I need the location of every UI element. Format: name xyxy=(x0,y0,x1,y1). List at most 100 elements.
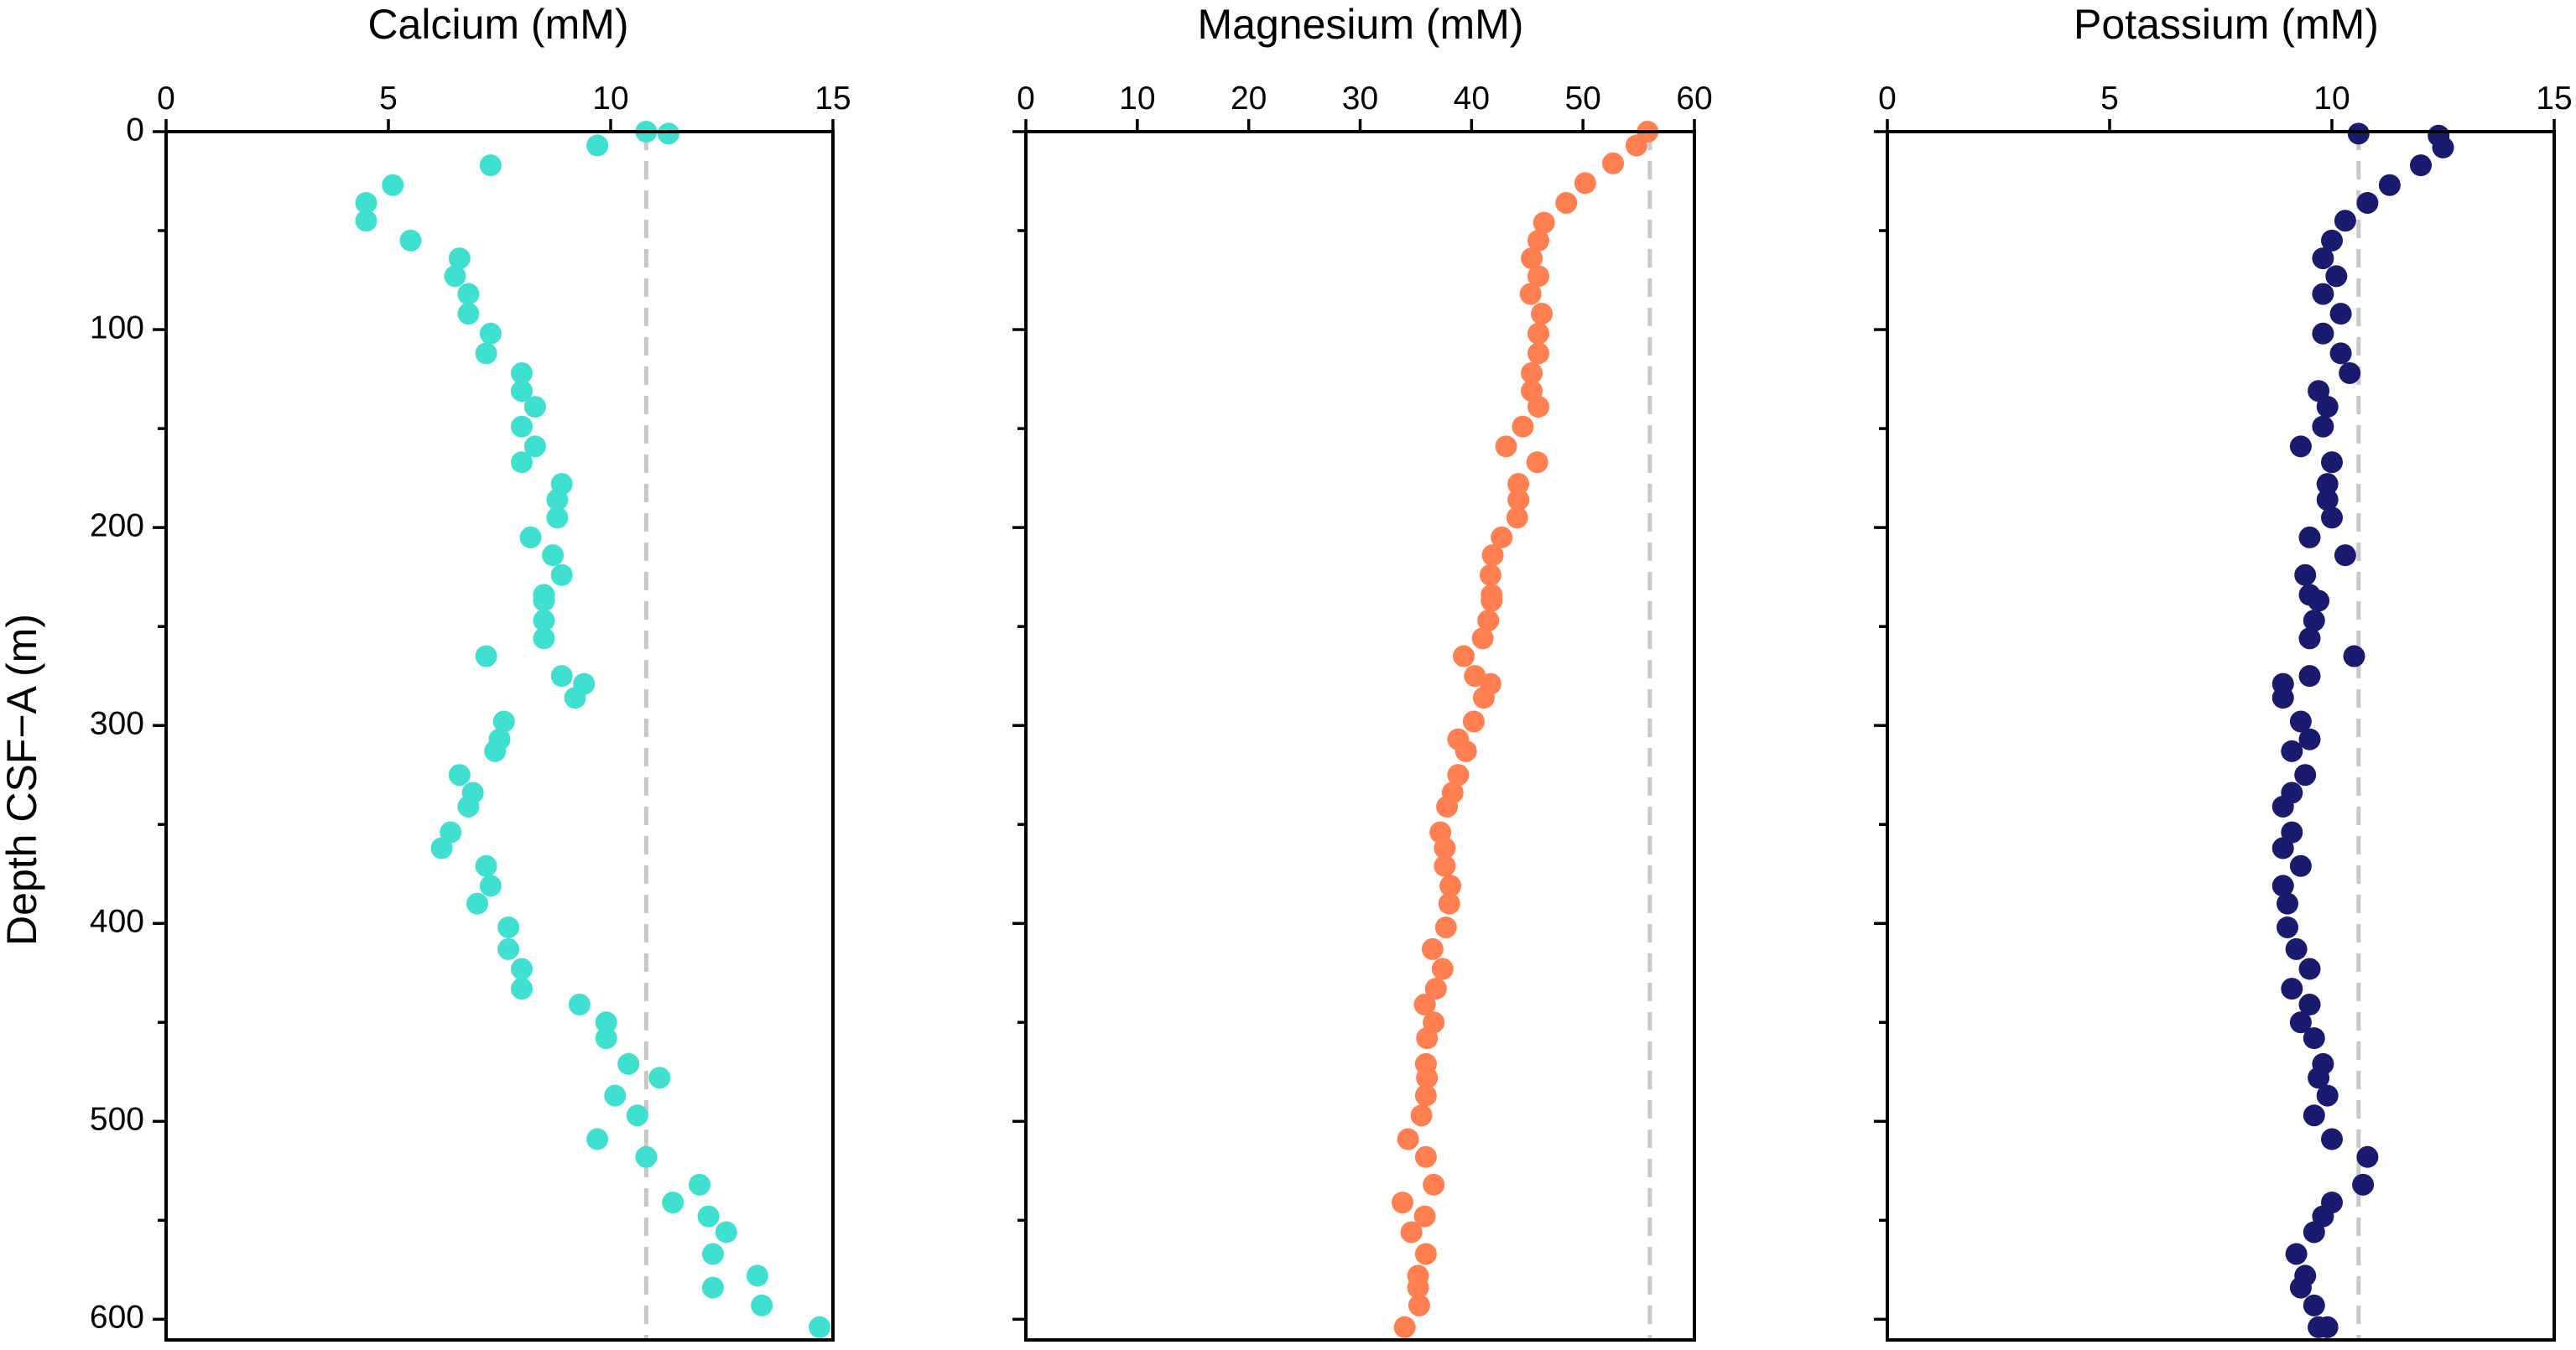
data-point-magnesium xyxy=(1408,1294,1430,1316)
data-point-potassium xyxy=(2329,342,2352,365)
data-point-calcium xyxy=(604,1084,627,1107)
data-point-calcium xyxy=(497,937,520,960)
data-point-potassium xyxy=(2329,303,2352,325)
panel-title-potassium: Potassium (mM) xyxy=(2074,1,2379,48)
data-point-calcium xyxy=(542,544,565,567)
data-point-magnesium xyxy=(1527,229,1550,252)
data-point-calcium xyxy=(595,1027,617,1050)
data-point-magnesium xyxy=(1472,687,1495,709)
data-point-calcium xyxy=(595,1011,617,1034)
data-point-potassium xyxy=(2289,854,2312,877)
data-point-magnesium xyxy=(1455,740,1477,762)
data-point-potassium xyxy=(2356,191,2379,214)
x-tick-label-magnesium: 40 xyxy=(1454,80,1490,117)
data-point-potassium xyxy=(2285,937,2308,960)
x-tick-label-calcium: 10 xyxy=(592,80,628,117)
data-point-magnesium xyxy=(1479,563,1501,586)
data-point-potassium xyxy=(2321,1128,2343,1150)
data-point-magnesium xyxy=(1414,1084,1437,1107)
data-point-magnesium xyxy=(1602,152,1625,174)
data-point-magnesium xyxy=(1413,994,1436,1016)
data-point-potassium xyxy=(2321,506,2343,529)
data-point-magnesium xyxy=(1481,589,1503,612)
x-tick-label-potassium: 10 xyxy=(2313,80,2350,117)
data-point-potassium xyxy=(2281,821,2303,844)
y-tick-label: 400 xyxy=(90,904,144,940)
data-point-potassium xyxy=(2289,710,2312,733)
data-point-magnesium xyxy=(1424,978,1447,1000)
data-point-calcium xyxy=(550,665,573,688)
data-point-calcium xyxy=(626,1104,648,1127)
data-point-potassium xyxy=(2281,740,2303,762)
data-point-potassium xyxy=(2272,795,2294,818)
plot-frame-calcium xyxy=(164,130,835,1342)
data-point-calcium xyxy=(533,610,555,632)
data-point-potassium xyxy=(2432,136,2454,158)
data-point-calcium xyxy=(550,563,573,586)
data-point-calcium xyxy=(479,322,502,345)
data-point-calcium xyxy=(519,526,542,548)
data-point-magnesium xyxy=(1527,396,1550,418)
data-point-calcium xyxy=(662,1192,684,1214)
data-point-calcium xyxy=(564,687,586,709)
data-point-calcium xyxy=(475,645,497,667)
data-point-magnesium xyxy=(1477,610,1500,632)
panel-magnesium: Magnesium (mM) 0 10 20 30 40 50 60 xyxy=(1012,1,1713,1342)
data-point-magnesium xyxy=(1434,916,1457,938)
data-point-potassium xyxy=(2272,875,2294,897)
data-point-calcium xyxy=(715,1221,737,1244)
data-point-magnesium xyxy=(1453,645,1475,667)
data-point-calcium xyxy=(511,361,533,384)
data-point-potassium xyxy=(2298,665,2321,688)
data-point-calcium xyxy=(546,489,569,511)
data-point-calcium xyxy=(701,1276,724,1299)
data-point-magnesium xyxy=(1400,1221,1423,1244)
data-point-magnesium xyxy=(1625,134,1647,157)
data-point-calcium xyxy=(355,210,377,232)
data-point-potassium xyxy=(2378,174,2401,196)
data-point-magnesium xyxy=(1414,1243,1437,1265)
data-point-magnesium xyxy=(1431,958,1454,980)
data-point-potassium xyxy=(2312,1205,2334,1228)
data-point-calcium xyxy=(701,1243,724,1265)
data-point-magnesium xyxy=(1436,795,1459,818)
data-point-potassium xyxy=(2308,1067,2330,1089)
data-point-potassium xyxy=(2347,122,2370,145)
data-point-calcium xyxy=(484,740,507,762)
data-point-potassium xyxy=(2308,380,2330,402)
data-point-calcium xyxy=(457,303,480,325)
data-point-magnesium xyxy=(1521,361,1543,384)
data-point-calcium xyxy=(586,1128,609,1150)
data-point-calcium xyxy=(751,1294,773,1316)
y-tick-label: 100 xyxy=(90,309,144,345)
x-tick-label-magnesium: 20 xyxy=(1231,80,1267,117)
data-point-magnesium xyxy=(1391,1192,1413,1214)
data-point-potassium xyxy=(2303,1221,2325,1244)
data-point-magnesium xyxy=(1439,875,1462,897)
data-point-potassium xyxy=(2312,247,2334,270)
x-tick-label-magnesium: 0 xyxy=(1017,80,1035,117)
data-point-calcium xyxy=(511,415,533,438)
data-point-magnesium xyxy=(1533,211,1555,234)
y-tick-label: 500 xyxy=(90,1102,144,1138)
data-point-magnesium xyxy=(1393,1316,1416,1338)
data-point-calcium xyxy=(635,1145,658,1168)
data-point-calcium xyxy=(444,265,466,288)
data-point-potassium xyxy=(2312,283,2334,305)
data-point-calcium xyxy=(430,837,453,859)
data-point-magnesium xyxy=(1527,265,1550,288)
data-point-potassium xyxy=(2316,1084,2339,1107)
data-point-potassium xyxy=(2356,1145,2379,1168)
data-point-magnesium xyxy=(1574,172,1596,195)
data-point-magnesium xyxy=(1519,283,1542,305)
data-point-calcium xyxy=(689,1173,710,1196)
data-point-calcium xyxy=(648,1067,671,1089)
data-point-calcium xyxy=(697,1205,720,1228)
y-tick-label: 200 xyxy=(90,507,144,543)
data-point-calcium xyxy=(355,191,377,214)
data-point-magnesium xyxy=(1397,1128,1419,1150)
data-point-calcium xyxy=(475,342,497,365)
x-tick-label-magnesium: 50 xyxy=(1564,80,1600,117)
data-point-calcium xyxy=(457,795,480,818)
data-point-potassium xyxy=(2303,610,2325,632)
